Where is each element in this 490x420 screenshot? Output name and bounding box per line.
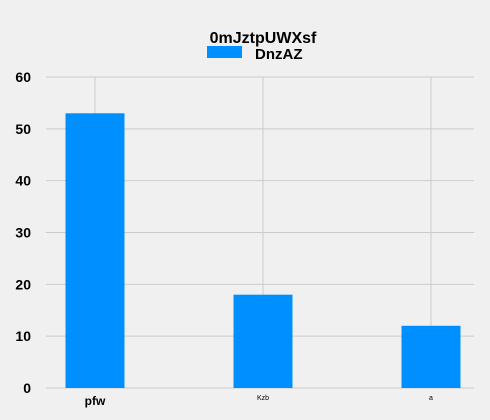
x-tick-label-Kzb: Kzb [257,395,269,402]
x-tick-label-a: a [429,395,433,402]
x-tick-label-pfw: pfw [85,394,106,408]
y-tick-label: 60 [15,69,31,85]
y-tick-label: 10 [15,328,31,344]
bar-pfw [65,113,125,389]
y-tick-label: 30 [15,225,31,241]
bars [65,113,461,389]
legend-label-dnzaz: DnzAZ [255,46,303,63]
legend-swatch-dnzaz [207,46,242,58]
y-axis-ticks: 0 10 20 30 40 50 60 [15,69,31,396]
x-axis-ticks: pfw Kzb a [85,394,433,408]
y-tick-label: 20 [15,276,31,292]
y-tick-label: 0 [23,380,31,396]
legend: DnzAZ [207,46,303,63]
y-tick-label: 40 [15,173,31,189]
chart-title: 0mJztpUWXsf [210,30,317,47]
y-tick-label: 50 [15,121,31,137]
bar-a [401,325,461,388]
bar-Kzb [233,294,293,388]
